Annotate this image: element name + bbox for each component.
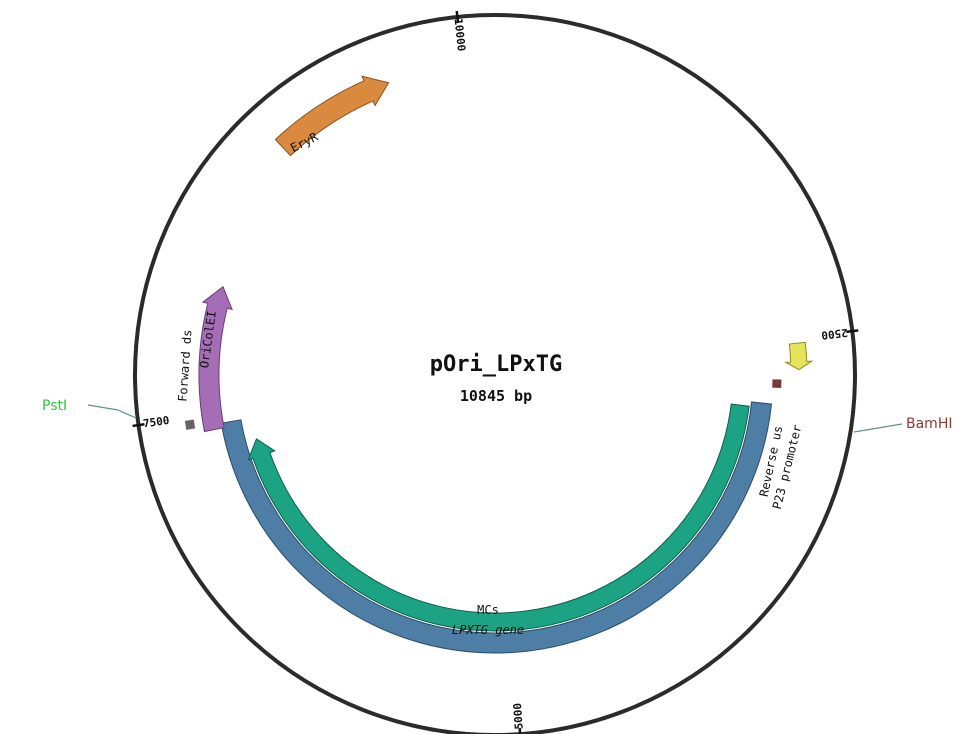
tick-label-5000: 5000 xyxy=(511,703,526,730)
feature-label-mcs: MCs xyxy=(477,603,499,617)
tick-label-10000: 10000 xyxy=(452,18,468,52)
plasmid-size: 10845 bp xyxy=(460,387,532,405)
site-bamh1[interactable]: BamHI xyxy=(853,416,952,433)
site-pst1[interactable]: PstI xyxy=(42,398,137,419)
site-bamh1-leader xyxy=(853,427,879,433)
feature-arc-reverse-us[interactable] xyxy=(772,379,782,388)
tick-mark-5000 xyxy=(518,728,522,734)
plasmid-title: pOri_LPxTG xyxy=(430,352,562,377)
backbone-circle xyxy=(133,13,857,734)
tick-mark-7500 xyxy=(132,423,145,428)
tick-label-2500: 2500 xyxy=(821,326,849,342)
site-pst1-leader xyxy=(87,404,119,411)
feature-label-forward-ds: Forward ds xyxy=(176,329,195,402)
site-pst1-label: PstI xyxy=(42,398,67,414)
tick-mark-10000 xyxy=(455,10,460,24)
feature-arc-eryr[interactable] xyxy=(274,75,390,157)
site-bamh1-label: BamHI xyxy=(906,416,952,432)
tick-label-7500: 7500 xyxy=(142,414,170,431)
feature-label-lpxtg: LPXTG gene xyxy=(452,623,524,637)
tick-mark-2500 xyxy=(846,329,859,334)
site-pst1-connector xyxy=(117,409,137,419)
tick-marks: 2500 5000 7500 10000 xyxy=(132,10,859,734)
feature-arc-p23-promoter[interactable] xyxy=(783,341,814,371)
site-bamh1-connector xyxy=(877,423,903,429)
feature-arc-oricolei[interactable] xyxy=(198,285,233,433)
feature-arc-forward-ds[interactable] xyxy=(184,419,196,430)
feature-layer xyxy=(184,75,814,654)
feature-arc-mcs[interactable] xyxy=(247,403,750,632)
